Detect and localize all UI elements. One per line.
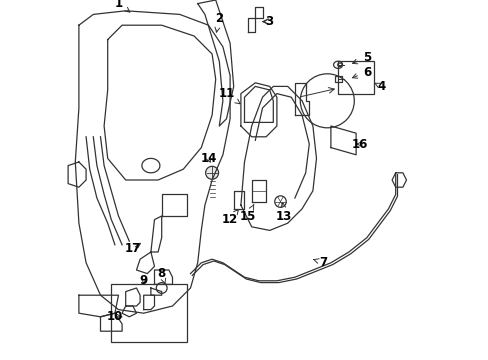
Text: 2: 2	[215, 12, 223, 32]
Text: 6: 6	[352, 66, 370, 78]
Text: 12: 12	[222, 210, 238, 226]
Text: 4: 4	[374, 80, 385, 93]
Text: 3: 3	[262, 15, 273, 28]
Text: 5: 5	[352, 51, 370, 64]
Text: 14: 14	[200, 152, 216, 165]
Bar	[334, 76, 342, 82]
Text: 10: 10	[106, 310, 123, 323]
Text: 9: 9	[139, 274, 147, 287]
Text: 16: 16	[351, 138, 367, 150]
Text: 11: 11	[218, 87, 240, 104]
Text: 1: 1	[114, 0, 129, 12]
Circle shape	[205, 166, 218, 179]
Text: 13: 13	[275, 203, 292, 222]
Bar	[337, 61, 373, 94]
Bar	[111, 284, 186, 342]
Text: 7: 7	[313, 256, 327, 269]
Text: 15: 15	[240, 204, 256, 222]
Text: 17: 17	[124, 242, 141, 255]
Text: 8: 8	[157, 267, 165, 283]
